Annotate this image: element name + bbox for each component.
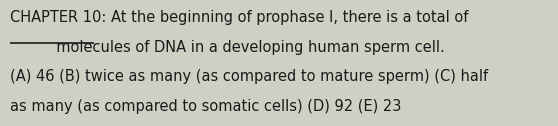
Text: as many (as compared to somatic cells) (D) 92 (E) 23: as many (as compared to somatic cells) (…	[10, 99, 401, 114]
Text: CHAPTER 10: At the beginning of prophase I, there is a total of: CHAPTER 10: At the beginning of prophase…	[10, 10, 468, 25]
Text: (A) 46 (B) twice as many (as compared to mature sperm) (C) half: (A) 46 (B) twice as many (as compared to…	[10, 69, 488, 84]
Text: molecules of DNA in a developing human sperm cell.: molecules of DNA in a developing human s…	[10, 40, 445, 55]
